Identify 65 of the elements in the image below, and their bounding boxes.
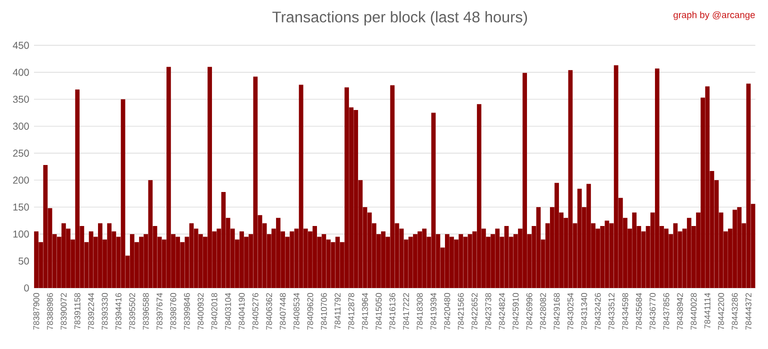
x-tick-label: 78395502 bbox=[129, 293, 136, 330]
x-tick-label: 78387900 bbox=[33, 293, 40, 330]
x-tick-label: 78435684 bbox=[636, 292, 642, 330]
x-tick-label: 78434598 bbox=[622, 293, 628, 330]
x-tick-label: 78390072 bbox=[60, 293, 67, 330]
x-tick-label: 78417222 bbox=[403, 293, 410, 330]
x-tick-label: 78416136 bbox=[389, 293, 396, 330]
x-tick-label: 78411792 bbox=[334, 293, 341, 330]
x-tick-label: 78403104 bbox=[225, 292, 232, 330]
x-tick-label: 78391158 bbox=[74, 293, 80, 330]
x-tick-label: 78430254 bbox=[567, 292, 574, 330]
x-tick-label: 78399846 bbox=[184, 293, 190, 330]
x-tick-label: 78392244 bbox=[88, 292, 94, 330]
y-tick-label: 400 bbox=[12, 68, 29, 76]
x-tick-label: 78405276 bbox=[252, 293, 258, 330]
x-tick-label: 78432426 bbox=[594, 293, 601, 330]
x-tick-label: 78408534 bbox=[294, 292, 300, 330]
x-tick-label: 78396588 bbox=[142, 293, 149, 330]
y-tick-label: 0 bbox=[24, 284, 29, 292]
x-tick-label: 78394416 bbox=[115, 293, 122, 330]
x-tick-label: 78412878 bbox=[348, 293, 354, 330]
x-tick-label: 78418308 bbox=[416, 293, 423, 330]
x-tick-label: 78437856 bbox=[663, 293, 670, 330]
y-tick-label: 50 bbox=[18, 257, 29, 265]
x-tick-label: 78409620 bbox=[307, 293, 314, 330]
x-tick-label: 78440028 bbox=[690, 293, 697, 330]
x-tick-label: 78421566 bbox=[458, 293, 464, 330]
x-tick-label: 78442200 bbox=[718, 293, 724, 330]
x-tick-label: 78407448 bbox=[280, 293, 286, 330]
x-tick-label: 78415050 bbox=[376, 293, 382, 330]
x-tick-label: 78393330 bbox=[102, 293, 108, 330]
y-tick-label: 150 bbox=[13, 204, 29, 211]
chart-title: Transactions per block (last 48 hours) bbox=[272, 11, 527, 26]
x-tick-label: 78413964 bbox=[362, 292, 368, 330]
y-tick-label: 300 bbox=[12, 122, 29, 130]
x-tick-label: 78397674 bbox=[156, 292, 163, 330]
x-tick-label: 78404190 bbox=[238, 293, 245, 330]
y-tick-label: 200 bbox=[13, 176, 29, 184]
x-tick-label: 78444372 bbox=[745, 293, 752, 330]
y-tick-label: 350 bbox=[12, 96, 29, 103]
x-tick-label: 78422652 bbox=[472, 293, 478, 330]
y-tick-label: 250 bbox=[13, 150, 29, 157]
x-tick-label: 78398760 bbox=[170, 293, 176, 330]
text: graph by @arcange bbox=[674, 11, 755, 20]
x-tick-label: 78431340 bbox=[581, 293, 588, 330]
x-tick-label: 78423738 bbox=[485, 293, 492, 330]
y-tick-label: 100 bbox=[13, 230, 29, 238]
x-tick-label: 78426996 bbox=[526, 293, 532, 330]
y-tick-label: 450 bbox=[12, 42, 29, 49]
x-tick-label: 78410706 bbox=[320, 293, 327, 330]
x-tick-label: 78428082 bbox=[540, 293, 546, 330]
x-tick-label: 78425910 bbox=[512, 293, 519, 330]
x-tick-label: 78419394 bbox=[430, 292, 436, 330]
x-tick-label: 78388986 bbox=[47, 293, 53, 330]
x-tick-label: 78406362 bbox=[266, 293, 272, 330]
x-tick-label: 78441114 bbox=[704, 292, 710, 328]
x-tick-label: 78420480 bbox=[444, 293, 450, 330]
x-tick-label: 78402018 bbox=[211, 293, 218, 330]
x-tick-label: 78436770 bbox=[650, 293, 656, 330]
x-tick-label: 78424824 bbox=[498, 292, 505, 330]
x-tick-label: 78400932 bbox=[198, 293, 204, 330]
x-tick-label: 78443286 bbox=[732, 293, 738, 330]
x-tick-label: 78438942 bbox=[677, 293, 683, 330]
x-tick-label: 78429168 bbox=[554, 293, 560, 330]
x-tick-label: 78433512 bbox=[608, 293, 614, 330]
